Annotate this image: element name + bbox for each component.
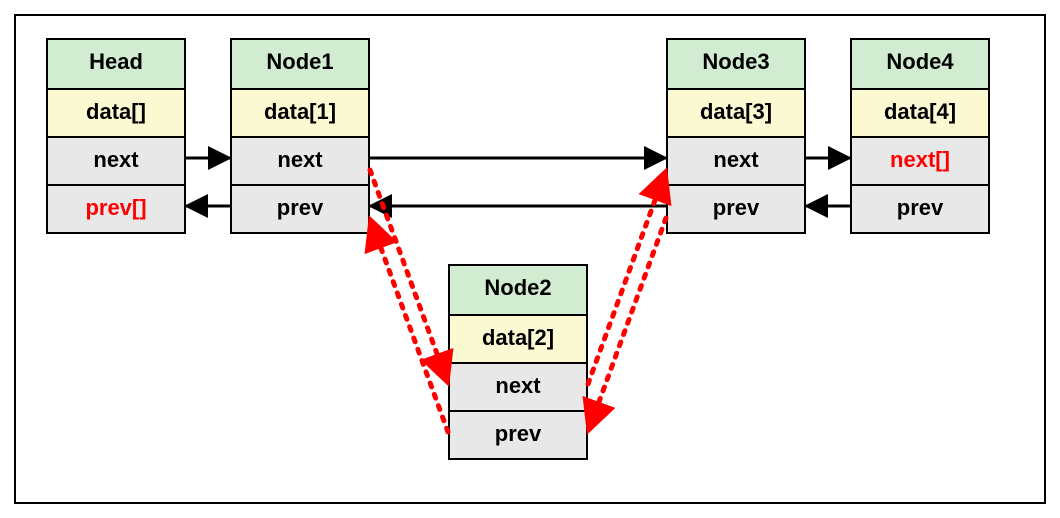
node-1: Node1 data[1] next prev (230, 38, 370, 234)
node-next: next (48, 136, 184, 184)
node-title: Node3 (668, 40, 804, 88)
node-data: data[1] (232, 88, 368, 136)
node-prev: prev (232, 184, 368, 232)
node-next: next[] (852, 136, 988, 184)
node-data: data[4] (852, 88, 988, 136)
node-title: Node4 (852, 40, 988, 88)
node-prev: prev (450, 410, 586, 458)
node-prev: prev (852, 184, 988, 232)
node-prev: prev[] (48, 184, 184, 232)
node-title: Node2 (450, 266, 586, 314)
node-title: Node1 (232, 40, 368, 88)
node-next: next (450, 362, 586, 410)
node-title: Head (48, 40, 184, 88)
node-next: next (232, 136, 368, 184)
node-2: Node2 data[2] next prev (448, 264, 588, 460)
node-data: data[] (48, 88, 184, 136)
node-head: Head data[] next prev[] (46, 38, 186, 234)
node-data: data[3] (668, 88, 804, 136)
node-data: data[2] (450, 314, 586, 362)
node-next: next (668, 136, 804, 184)
node-prev: prev (668, 184, 804, 232)
node-3: Node3 data[3] next prev (666, 38, 806, 234)
node-4: Node4 data[4] next[] prev (850, 38, 990, 234)
